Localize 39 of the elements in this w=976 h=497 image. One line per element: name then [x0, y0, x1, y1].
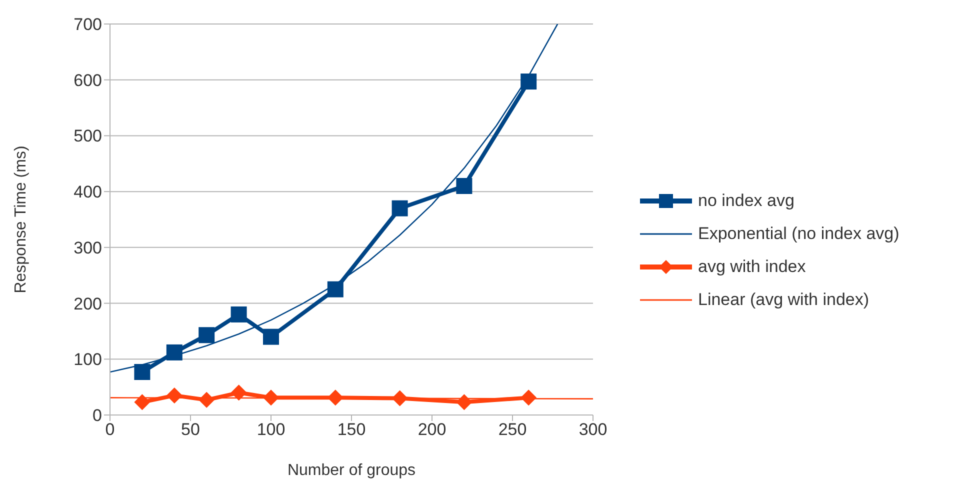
x-tick-label: 150 — [337, 420, 366, 440]
y-tick-label: 600 — [74, 70, 102, 90]
y-tick-label: 100 — [74, 350, 102, 370]
point — [327, 281, 344, 298]
point — [134, 364, 150, 380]
point — [520, 74, 537, 90]
legend-label: Exponential (no index avg) — [698, 224, 900, 244]
point — [198, 392, 215, 408]
legend-label: no index avg — [698, 190, 794, 210]
y-axis-title: Response Time (ms) — [12, 146, 30, 294]
point — [392, 390, 408, 406]
y-tick-label: 400 — [74, 182, 102, 202]
y-tick-label: 0 — [92, 406, 102, 426]
x-tick-label: 250 — [498, 420, 527, 440]
point — [198, 327, 215, 344]
point — [263, 390, 279, 406]
point — [134, 394, 150, 410]
point — [263, 328, 279, 345]
x-tick-label: 300 — [578, 420, 608, 440]
x-tick-label: 200 — [418, 420, 446, 440]
legend-label: Linear (avg with index) — [698, 290, 870, 310]
y-tick-label: 500 — [74, 126, 102, 146]
x-tick-label: 100 — [256, 420, 286, 440]
point — [230, 306, 247, 322]
point — [520, 390, 537, 406]
y-tick-label: 700 — [74, 15, 102, 34]
point — [392, 200, 408, 216]
legend-label: avg with index — [698, 256, 806, 276]
point — [456, 394, 472, 410]
point — [230, 384, 247, 401]
y-tick-label: 200 — [74, 294, 102, 314]
x-tick-label: 0 — [105, 420, 115, 440]
point — [327, 390, 344, 406]
y-tick-label: 300 — [74, 238, 102, 258]
x-tick-label: 50 — [181, 420, 200, 440]
x-axis-title: Number of groups — [287, 462, 416, 479]
point — [166, 344, 182, 360]
point — [166, 387, 182, 404]
point — [456, 178, 472, 194]
